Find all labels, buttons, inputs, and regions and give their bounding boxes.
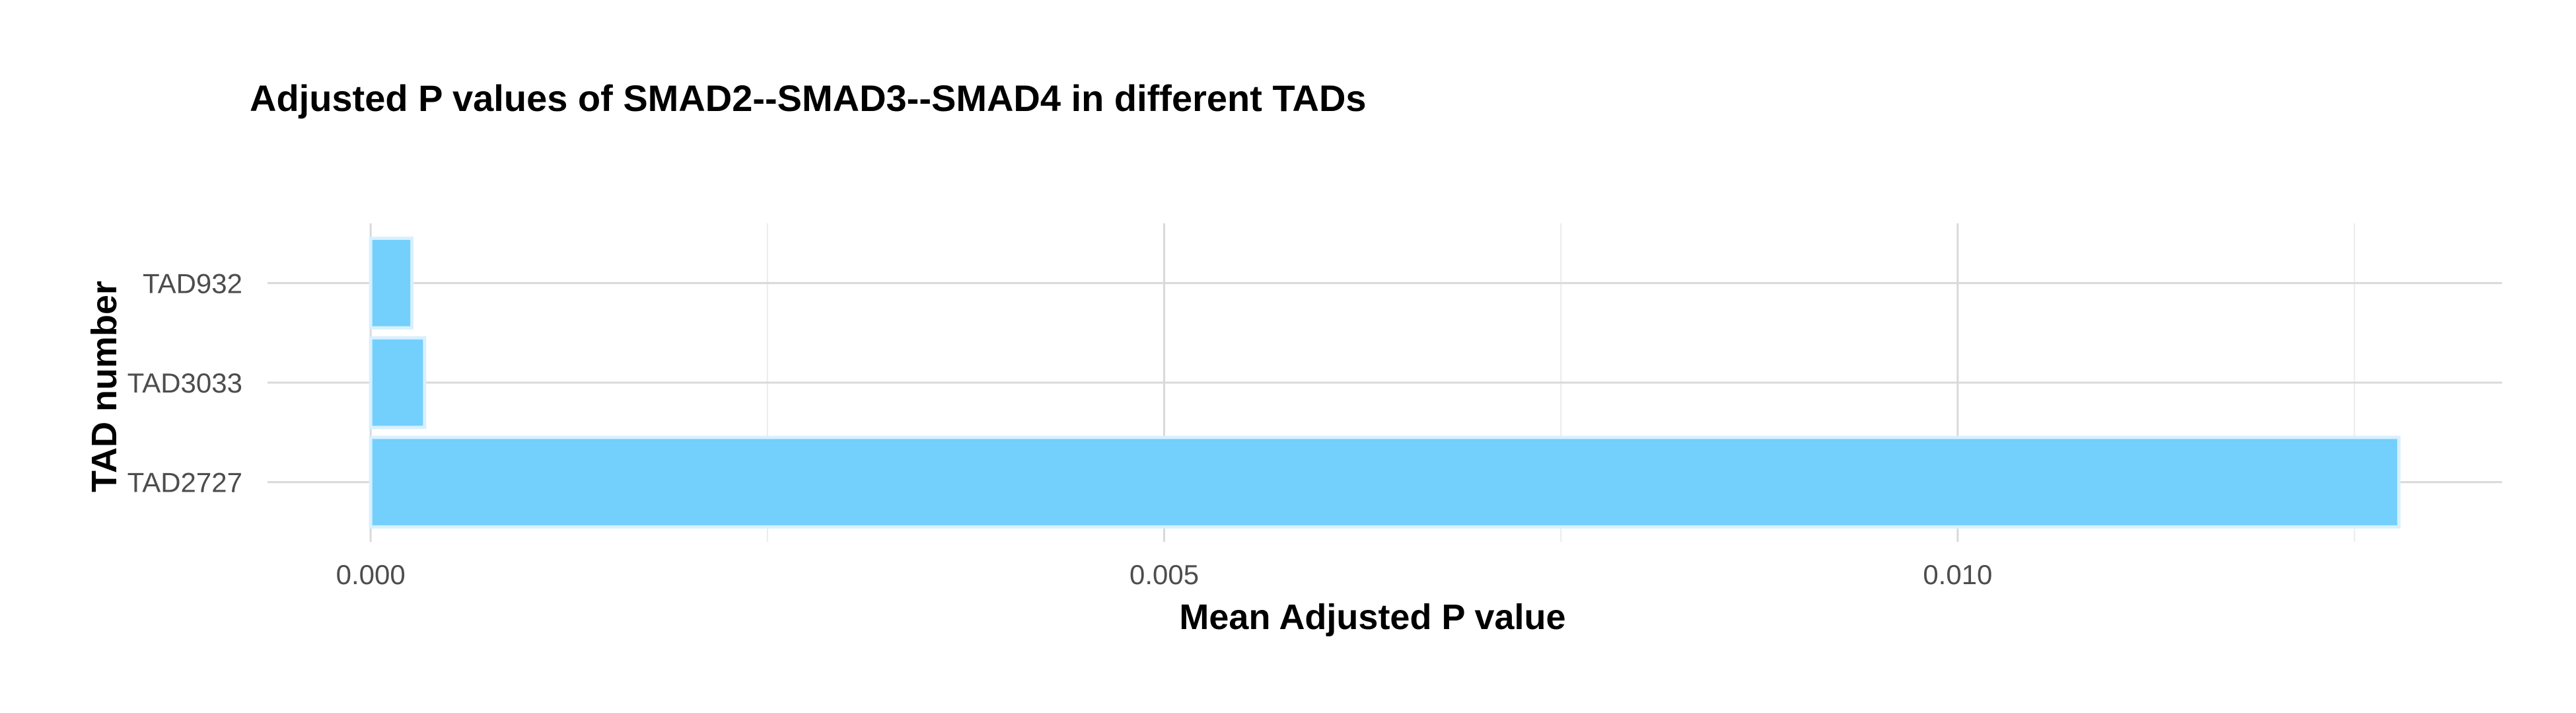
y-tick-label: TAD932 [143, 268, 242, 299]
x-tick-label: 0.005 [1129, 559, 1199, 590]
bar-tad2727 [369, 435, 2401, 529]
x-axis-title: Mean Adjusted P value [1179, 597, 1565, 637]
x-tick-label: 0.010 [1923, 559, 1992, 590]
y-axis-title: TAD number [85, 281, 124, 492]
chart-title: Adjusted P values of SMAD2--SMAD3--SMAD4… [250, 77, 1367, 119]
y-tick-label: TAD3033 [127, 367, 242, 398]
y-tick-labels: TAD2727 TAD3033 TAD932 [127, 268, 242, 498]
bars [369, 237, 2401, 529]
bar-tad3033 [369, 336, 427, 430]
y-tick-label: TAD2727 [127, 467, 242, 498]
x-tick-labels: 0.000 0.005 0.010 [336, 559, 1993, 590]
bar-tad932 [369, 237, 414, 330]
x-tick-label: 0.000 [336, 559, 406, 590]
